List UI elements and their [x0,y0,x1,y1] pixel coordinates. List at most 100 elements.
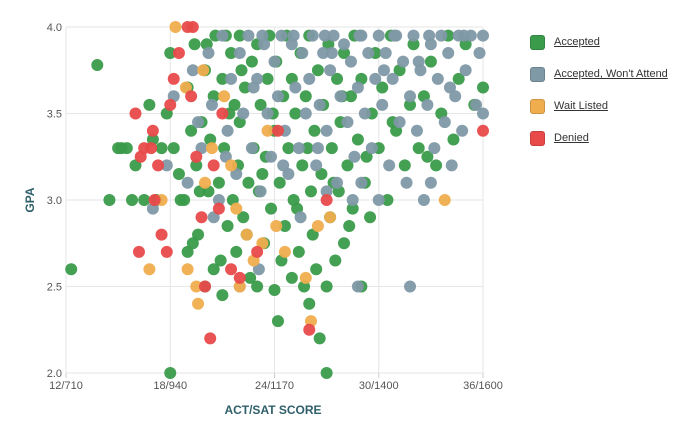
data-point [338,38,350,51]
data-point [164,367,177,379]
data-point [152,159,165,172]
data-point [242,29,255,42]
data-point [400,176,413,189]
data-point [318,29,331,42]
data-point [285,271,298,284]
x-axis-ticks: 12/710 18/940 24/1170 30/1400 36/1600 [49,380,503,392]
data-point [172,46,185,59]
data-point [193,185,206,198]
legend-item-denied[interactable]: Denied [530,130,680,148]
data-point [204,332,217,345]
data-point [379,46,392,59]
data-point [325,46,338,59]
data-point [320,280,333,293]
y-axis-title: GPA [23,187,37,212]
x-tick-label: 36/1600 [463,380,503,392]
data-point [271,90,284,103]
legend-item-accepted-wont-attend[interactable]: Accepted, Won't Attend [530,66,680,84]
data-point [407,38,420,51]
data-point [457,29,470,42]
data-point [120,142,133,155]
data-point [164,98,177,111]
data-points [65,21,489,379]
data-point [245,142,258,155]
data-point [320,194,333,206]
x-tick-label: 12/710 [49,380,83,392]
data-point [278,219,291,232]
data-point [256,29,269,42]
data-point [473,46,486,59]
data-point [412,142,425,155]
data-point [320,124,333,137]
data-point [369,72,382,85]
legend-item-accepted[interactable]: Accepted [530,34,680,52]
data-point [376,81,389,94]
data-point [383,159,396,172]
data-point [167,142,180,155]
data-point [126,194,139,206]
data-point [292,142,305,155]
data-point [214,254,227,267]
data-point [242,176,255,189]
data-point [205,98,218,111]
data-point [225,46,238,59]
data-point [351,81,364,94]
data-point [251,280,264,293]
data-point [282,142,295,155]
data-point [275,29,288,42]
data-point [254,185,267,198]
data-point [376,98,389,111]
data-point [181,176,194,189]
data-point [233,280,246,293]
data-point [278,245,291,258]
y-axis-ticks: 2.0 2.5 3.0 3.5 4.0 [47,22,62,380]
data-point [430,159,443,172]
data-point [358,107,371,120]
data-point [412,55,425,68]
data-point [308,124,321,137]
data-point [237,211,250,224]
data-point [205,142,218,155]
data-point [410,124,423,137]
data-point [190,159,203,172]
data-point [344,90,357,103]
data-point [294,211,307,224]
data-point [424,55,437,68]
data-point [438,194,451,206]
data-point [423,29,436,42]
data-point [245,55,258,68]
y-tick-label: 2.0 [47,368,62,380]
data-point [431,72,444,85]
legend-label-denied: Denied [554,132,589,144]
data-point [270,219,283,232]
data-point [362,46,375,59]
data-point [212,176,225,189]
data-point [303,297,316,310]
data-point [324,211,337,224]
data-point [310,159,323,172]
data-point [325,142,338,155]
data-point [179,81,192,94]
data-point [456,124,469,137]
data-point [216,107,229,120]
data-point [348,150,361,163]
data-point [313,332,326,345]
data-point [331,176,344,189]
x-tick-label: 18/940 [153,380,187,392]
data-point [289,81,302,94]
data-point [306,29,319,42]
data-point [192,116,205,129]
data-point [261,124,274,137]
legend-item-wait-listed[interactable]: Wait Listed [530,98,680,116]
x-tick-label: 24/1170 [255,380,294,392]
data-point [477,29,489,42]
series-group [143,21,451,328]
data-point [299,90,312,103]
data-point [199,280,211,293]
data-point [438,116,451,129]
data-point [155,142,168,155]
data-point [377,64,390,77]
data-point [268,55,281,68]
data-point [417,194,430,206]
data-point [252,263,265,276]
